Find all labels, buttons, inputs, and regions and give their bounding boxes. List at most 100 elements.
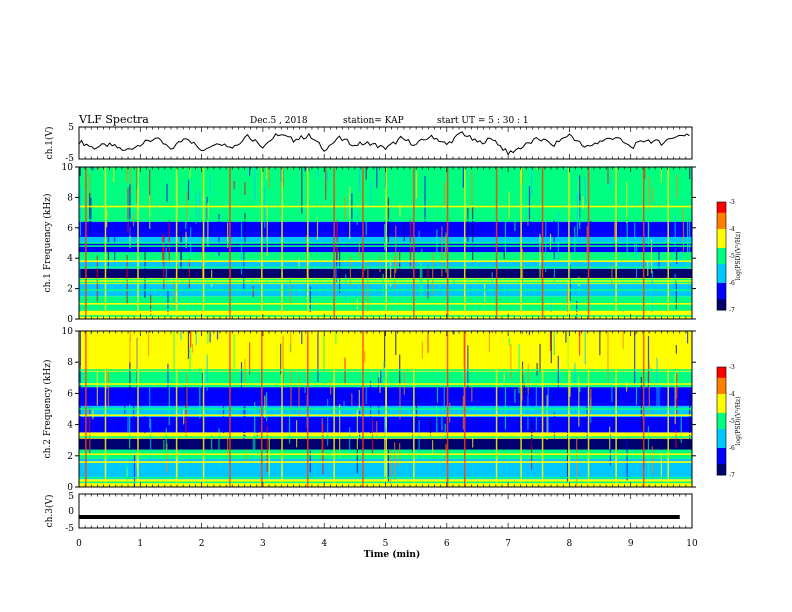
spectrogram-streak xyxy=(521,331,523,335)
spectrogram-streak xyxy=(166,443,168,474)
spectrogram-streak xyxy=(536,362,538,376)
ch1-spectrogram-panel: 0 2 4 6 8 10 ch.1 Frequency (kHz) -3 -4 -5 -6 -7 l… xyxy=(42,163,742,325)
spectrogram-spike xyxy=(385,167,387,319)
colorbar-swatch xyxy=(717,283,726,287)
ch3-waveform-panel: 5 0 -5 ch.3(V) xyxy=(44,492,693,534)
spectrogram-spike xyxy=(446,331,449,487)
colorbar-tick-label: -6 xyxy=(729,445,735,452)
spectrogram-streak xyxy=(252,439,254,463)
colorbar-tick-label: -5 xyxy=(729,418,735,425)
spectrogram-spike xyxy=(281,167,283,319)
spectrogram-spike xyxy=(333,331,335,487)
colorbar-swatch xyxy=(717,269,726,273)
spectrogram-streak xyxy=(523,167,525,171)
spectrogram-streak xyxy=(647,261,649,276)
spectrogram-streak xyxy=(590,220,592,231)
spectrogram-streak xyxy=(209,331,211,343)
spectrogram-streak xyxy=(358,410,361,445)
spectrogram-streak xyxy=(611,263,613,286)
spectrogram-streak xyxy=(675,345,677,354)
spectrogram-streak xyxy=(367,262,369,312)
spectrogram-streak xyxy=(415,397,418,426)
colorbar-swatch xyxy=(717,418,726,422)
colorbar-swatch xyxy=(717,229,726,233)
spectrogram-streak xyxy=(380,369,382,384)
spectrogram-streak xyxy=(689,167,691,180)
spectrogram-spike xyxy=(413,167,415,319)
colorbar-swatch xyxy=(717,288,726,292)
spectrogram-streak xyxy=(356,211,358,225)
colorbar-swatch xyxy=(717,377,726,381)
spectrogram-streak xyxy=(163,236,165,290)
spectrogram-streak xyxy=(127,410,129,432)
spectrogram-streak xyxy=(658,247,660,270)
spectrogram-streak xyxy=(316,217,319,240)
spectrogram-streak xyxy=(472,206,474,260)
spectrogram-streak xyxy=(89,407,91,454)
colorbar-tick-label: -7 xyxy=(729,472,735,479)
spectrogram-streak xyxy=(129,331,132,341)
spectrogram-streak xyxy=(254,167,256,201)
colorbar-swatch xyxy=(717,307,726,311)
spectrogram-streak xyxy=(89,173,91,210)
colorbar-swatch xyxy=(717,402,726,406)
spectrogram-streak xyxy=(387,197,390,245)
spectrogram-streak xyxy=(343,401,345,415)
spectrogram-streak xyxy=(107,234,110,272)
colorbar-swatch xyxy=(717,226,726,230)
spectrogram-streak xyxy=(545,222,547,272)
spectrogram-streak xyxy=(565,167,567,169)
time-tick-label: 7 xyxy=(505,539,511,549)
spectrogram-streak xyxy=(244,213,246,248)
spectrogram-streak xyxy=(419,256,422,307)
spectrogram-streak xyxy=(79,167,81,177)
spectrogram-streak xyxy=(650,239,653,274)
spectrogram-streak xyxy=(282,167,284,188)
spectrogram-spike xyxy=(385,331,387,487)
spectrogram-spike xyxy=(587,167,590,319)
spectrogram-streak xyxy=(395,225,397,273)
spectrogram-streak xyxy=(689,221,691,253)
spectrogram-streak xyxy=(163,439,165,454)
spectrogram-streak xyxy=(471,383,473,402)
spectrogram-streak xyxy=(149,195,151,229)
spectrogram-spike xyxy=(642,167,645,319)
spectrogram-streak xyxy=(79,363,81,418)
spectrogram-streak xyxy=(626,216,628,264)
spectrogram-streak xyxy=(371,418,374,454)
spectrogram-streak xyxy=(349,186,351,240)
colorbar-swatch xyxy=(717,223,726,227)
colorbar-swatch xyxy=(717,439,726,444)
spectrogram-spike xyxy=(446,167,449,319)
spectrogram-spike xyxy=(307,331,309,487)
spectrogram-spike xyxy=(229,167,231,319)
colorbar-swatch xyxy=(717,253,726,257)
spectrogram-streak xyxy=(188,259,190,289)
spectrogram-streak xyxy=(553,412,556,439)
spectrogram-streak xyxy=(528,186,531,224)
start-time-label: start UT = 5 : 30 : 1 xyxy=(437,116,529,126)
colorbar-swatch xyxy=(717,280,726,284)
spectrogram-streak xyxy=(206,196,208,220)
spectrogram-streak xyxy=(445,232,447,273)
spectrogram-streak xyxy=(640,376,642,430)
freq-tick-label: 10 xyxy=(62,163,74,173)
spectrogram-streak xyxy=(441,226,443,277)
spectrogram-streak xyxy=(195,193,197,224)
spectrogram-streak xyxy=(304,381,306,394)
spectrogram-streak xyxy=(384,437,386,483)
spectrogram-streak xyxy=(462,167,464,188)
spectrogram-streak xyxy=(399,379,401,420)
colorbar-swatch xyxy=(717,383,726,387)
spectrogram-streak xyxy=(453,280,455,296)
colorbar-swatch xyxy=(717,202,726,206)
spectrogram-spike xyxy=(202,167,205,319)
spectrogram-streak xyxy=(522,332,524,375)
spectrogram-streak xyxy=(607,331,609,381)
spectrogram-streak xyxy=(550,331,552,364)
ch1-ytick-bottom: -5 xyxy=(65,154,74,164)
spectrogram-streak xyxy=(491,331,493,333)
spectrogram-streak xyxy=(180,331,182,341)
spectrogram-streak xyxy=(218,213,220,257)
spectrogram-spike xyxy=(85,331,87,487)
